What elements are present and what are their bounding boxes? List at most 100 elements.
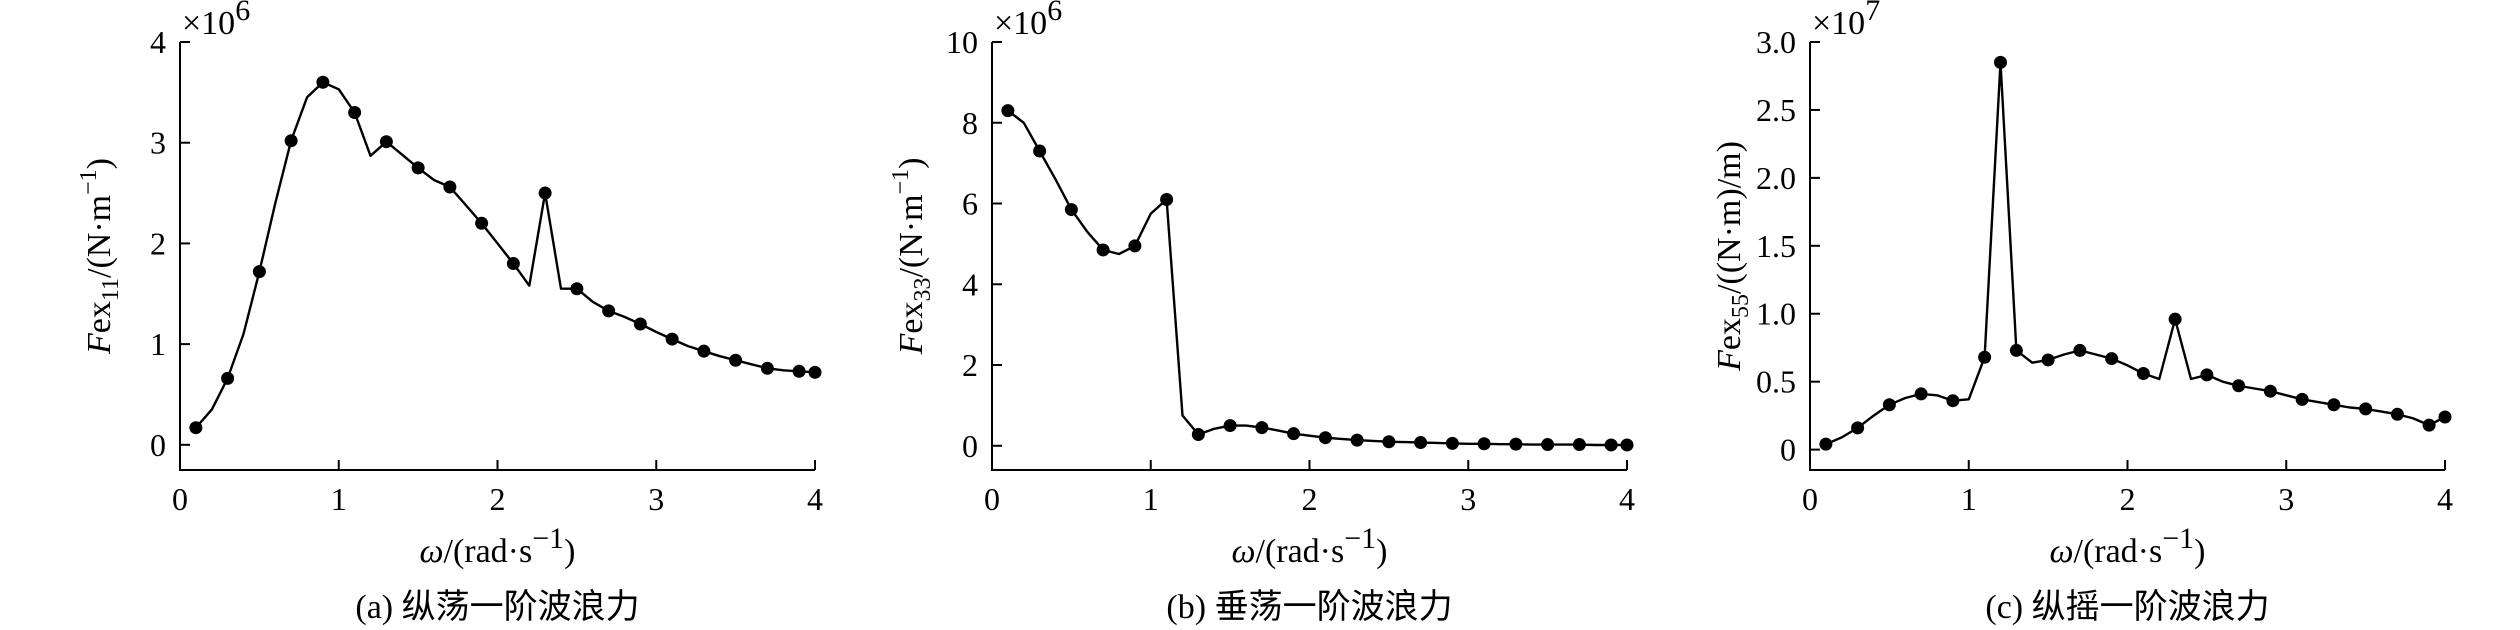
y-axis-subscript: 11 xyxy=(98,278,124,301)
x-axis-unit: /(rad·s xyxy=(444,533,533,570)
y-axis-symbol: F xyxy=(893,332,930,355)
y-tick-label: 8 xyxy=(962,105,978,141)
y-axis-unit-sup: −1 xyxy=(888,169,914,195)
chart-panel-3: 0 1 2 3 4 0 0.5 1.0 1.5 2.0 2.5 3.0 ×107 ω/(rad·s−1) F… xyxy=(1711,0,2453,626)
x-tick-label: 3 xyxy=(1460,481,1476,517)
series-line xyxy=(1007,109,1627,447)
data-point xyxy=(2073,343,2087,357)
y-axis-unit-end: ) xyxy=(81,158,118,169)
y-axis-label: Fex11/(N·m−1) xyxy=(76,158,124,355)
x-axis-label: ω/(rad·s−1) xyxy=(419,522,575,570)
x-tick-label: 0 xyxy=(1802,481,1818,517)
y-axis-symbol: F xyxy=(81,332,118,355)
multiplier-exponent: 6 xyxy=(1047,0,1062,27)
y-tick-label: 0 xyxy=(1780,432,1796,468)
y-tick-label: 0 xyxy=(962,428,978,464)
panel-caption: (b) 垂荡一阶波浪力 xyxy=(1166,588,1452,626)
y-tick-label: 1.5 xyxy=(1756,228,1796,264)
data-point xyxy=(808,365,822,379)
data-point xyxy=(443,180,457,194)
data-point xyxy=(1882,398,1896,412)
x-tick-label: 4 xyxy=(807,481,823,517)
x-axis-unit: /(rad·s xyxy=(2074,533,2163,570)
data-point xyxy=(1994,55,2007,69)
data-point xyxy=(252,265,266,279)
x-tick-label: 3 xyxy=(2278,481,2294,517)
y-axis-unit: /(N·m xyxy=(81,195,118,278)
data-point xyxy=(2200,368,2214,382)
x-axis-unit: /(rad·s xyxy=(1256,533,1345,570)
multiplier-base: ×10 xyxy=(994,5,1047,42)
data-point xyxy=(1382,435,1396,449)
x-axis-label: ω/(rad·s−1) xyxy=(2049,522,2205,570)
data-point xyxy=(1509,437,1523,451)
y-tick-label: 2.5 xyxy=(1756,92,1796,128)
x-tick-label: 2 xyxy=(1302,481,1318,517)
x-tick-label: 3 xyxy=(648,481,664,517)
data-point xyxy=(348,105,362,119)
y-tick-label: 3.0 xyxy=(1756,24,1796,60)
x-tick-label: 0 xyxy=(172,481,188,517)
data-point xyxy=(506,257,520,271)
x-axis-symbol: ω xyxy=(2049,533,2073,570)
data-point xyxy=(2041,353,2055,367)
data-point xyxy=(1191,427,1205,441)
axis-multiplier: ×106 xyxy=(994,0,1062,42)
y-axis-subscript: 33 xyxy=(910,278,936,302)
y-tick-label: 3 xyxy=(150,125,166,161)
axis-multiplier: ×106 xyxy=(182,0,250,42)
y-tick-label: 1.0 xyxy=(1756,296,1796,332)
data-point xyxy=(1414,436,1428,450)
data-point xyxy=(1572,438,1586,452)
y-tick-label: 6 xyxy=(962,186,978,222)
y-axis-label: Fex33/(N·m−1) xyxy=(888,158,936,356)
y-axis-unit: /(N·m xyxy=(893,194,930,277)
data-point xyxy=(2438,410,2452,424)
data-point xyxy=(1287,427,1301,441)
data-point xyxy=(1477,437,1491,451)
data-point xyxy=(2168,312,2182,326)
data-point xyxy=(1445,436,1459,450)
x-axis-unit-end: ) xyxy=(564,533,575,570)
y-tick-label: 4 xyxy=(150,24,166,60)
y-tick-label: 4 xyxy=(962,266,978,302)
data-point xyxy=(697,344,711,358)
data-point xyxy=(1160,192,1174,206)
y-axis-unit-end: ) xyxy=(893,158,930,169)
data-point xyxy=(379,135,393,149)
data-point xyxy=(538,186,552,200)
data-point xyxy=(602,304,616,318)
x-axis-unit-sup: −1 xyxy=(1344,522,1376,555)
y-axis-label: Fex55/((N·m)/m) xyxy=(1711,141,1754,372)
y-axis-unit-sup: −1 xyxy=(76,169,102,195)
data-point xyxy=(2390,407,2404,421)
data-point xyxy=(2136,367,2150,381)
data-point xyxy=(1541,438,1555,452)
data-point xyxy=(1318,431,1332,445)
x-tick-label: 2 xyxy=(2120,481,2136,517)
data-point xyxy=(1819,437,1833,451)
y-tick-label: 0.5 xyxy=(1756,364,1796,400)
data-point xyxy=(2232,379,2246,393)
data-point xyxy=(1096,243,1110,257)
x-tick-label: 4 xyxy=(2437,481,2453,517)
data-point xyxy=(665,332,679,346)
panel-caption: (a) 纵荡一阶波浪力 xyxy=(355,588,639,626)
y-axis-symbol: F xyxy=(1711,349,1748,372)
data-point xyxy=(633,317,647,331)
x-axis-unit-sup: −1 xyxy=(2162,522,2194,555)
x-axis-symbol: ω xyxy=(419,533,443,570)
data-point xyxy=(411,161,425,175)
data-point xyxy=(1620,438,1634,452)
y-tick-label: 2.0 xyxy=(1756,160,1796,196)
data-point xyxy=(1033,144,1047,158)
axis-frame xyxy=(991,42,1627,471)
data-point xyxy=(729,353,743,367)
x-axis-symbol: ω xyxy=(1231,533,1255,570)
data-point xyxy=(1946,394,1960,408)
data-point xyxy=(2327,398,2341,412)
y-tick-label: 2 xyxy=(962,347,978,383)
x-tick-label: 1 xyxy=(1961,481,1977,517)
